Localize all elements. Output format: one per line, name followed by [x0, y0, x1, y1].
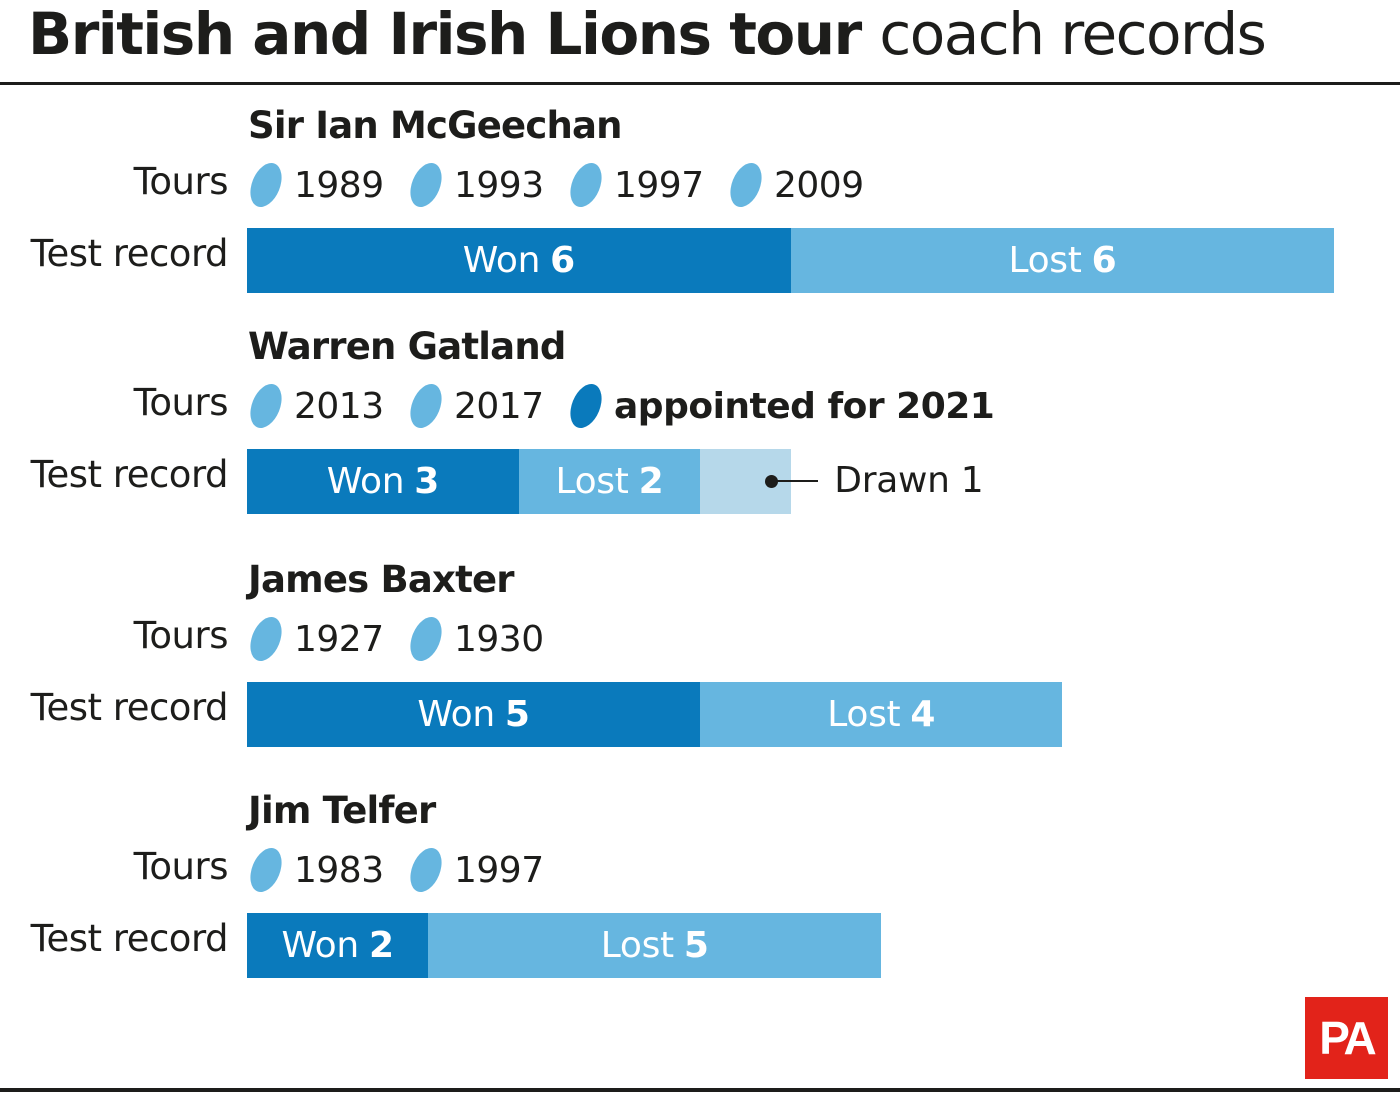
rugby-ball-icon	[250, 163, 282, 207]
test-record-label: Test record	[30, 686, 229, 729]
test-record-bar: Won 3 Lost 2 Drawn 1	[247, 449, 984, 514]
won-segment-label: Won	[462, 240, 541, 281]
test-record-label: Test record	[30, 917, 229, 960]
test-record-label: Test record	[30, 453, 229, 496]
lost-segment-value: 4	[910, 694, 936, 735]
tour-year: 2017	[454, 386, 544, 427]
lost-segment-value: 5	[683, 925, 709, 966]
rugby-ball-icon	[570, 384, 602, 428]
test-record-bar: Won 2 Lost 5	[247, 913, 882, 978]
won-segment: Won 3	[247, 449, 519, 514]
coach-block: James Baxter Tours Test record 1927 1930 Won 5…	[0, 558, 1400, 758]
tour-year: 1930	[454, 619, 544, 660]
won-segment-value: 2	[368, 925, 394, 966]
coach-block: Sir Ian McGeechan Tours Test record 1989 199…	[0, 104, 1400, 304]
won-segment: Won 5	[247, 682, 700, 747]
won-segment: Won 6	[247, 228, 791, 293]
drawn-label: Drawn 1	[834, 460, 984, 501]
coach-block: Jim Telfer Tours Test record 1983 1997 Won 2 Lo…	[0, 789, 1400, 989]
won-segment-label: Won	[417, 694, 495, 735]
test-record-label: Test record	[30, 232, 229, 275]
tour-year: 1983	[294, 850, 384, 891]
won-segment-value: 3	[414, 461, 439, 502]
bottom-rule	[0, 1088, 1400, 1092]
tours-label: Tours	[133, 845, 229, 888]
won-segment-value: 5	[504, 694, 530, 735]
tour-year: 2009	[774, 165, 864, 206]
lost-segment: Lost 2	[518, 449, 700, 514]
won-segment-value: 6	[550, 240, 575, 281]
test-record-bar: Won 6 Lost 6	[247, 228, 1335, 293]
chart-title: British and Irish Lions tour coach recor…	[28, 0, 1267, 68]
rugby-ball-icon	[410, 848, 442, 892]
lost-segment-value: 2	[638, 461, 664, 502]
lost-segment-label: Lost	[600, 925, 674, 966]
lost-segment: Lost 5	[428, 913, 882, 978]
rugby-ball-icon	[410, 163, 442, 207]
tour-year: 1927	[294, 619, 384, 660]
lost-segment: Lost 6	[790, 228, 1335, 293]
won-segment-label: Won	[326, 461, 405, 502]
rugby-ball-icon	[250, 617, 282, 661]
chart-title-bold: British and Irish Lions tour	[28, 0, 862, 68]
rugby-ball-icon	[570, 163, 602, 207]
tour-year: 1997	[614, 165, 704, 206]
tours-label: Tours	[133, 160, 229, 203]
tour-year: 2013	[294, 386, 384, 427]
rugby-ball-icon	[410, 617, 442, 661]
pa-logo: PA	[1305, 997, 1388, 1079]
rugby-ball-icon	[410, 384, 442, 428]
coach-name: Jim Telfer	[248, 789, 436, 832]
test-record-bar: Won 5 Lost 4	[247, 682, 1063, 747]
callout-line	[772, 480, 819, 482]
tour-year: 1989	[294, 165, 384, 206]
tours-label: Tours	[133, 614, 229, 657]
won-segment-label: Won	[281, 925, 360, 966]
callout-dot	[765, 475, 779, 488]
rugby-ball-icon	[250, 384, 282, 428]
won-segment: Won 2	[247, 913, 429, 978]
tour-year: 1997	[454, 850, 544, 891]
rugby-ball-icon	[250, 848, 282, 892]
lost-segment: Lost 4	[700, 682, 1063, 747]
rugby-ball-icon	[730, 163, 762, 207]
chart-title-regular: coach records	[879, 0, 1267, 68]
coach-name: Warren Gatland	[248, 325, 566, 368]
tour-year: appointed for 2021	[614, 386, 995, 427]
coach-name: James Baxter	[248, 558, 515, 601]
tours-label: Tours	[133, 381, 229, 424]
lost-segment-label: Lost	[1008, 240, 1082, 281]
lost-segment-value: 6	[1091, 240, 1117, 281]
coach-name: Sir Ian McGeechan	[248, 104, 623, 147]
lost-segment-label: Lost	[827, 694, 901, 735]
tour-year: 1993	[454, 165, 544, 206]
lost-segment-label: Lost	[555, 461, 629, 502]
top-rule	[0, 82, 1400, 85]
coach-block: Warren Gatland Tours Test record 2013 2017 ap…	[0, 325, 1400, 525]
